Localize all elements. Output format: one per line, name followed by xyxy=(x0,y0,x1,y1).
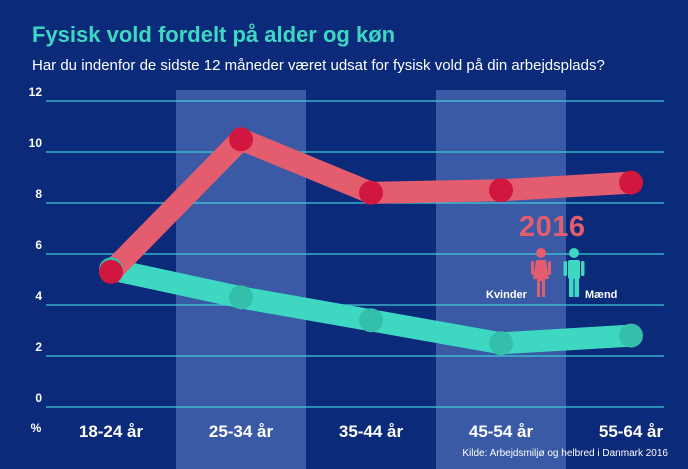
y-tick-label: 10 xyxy=(29,136,43,150)
y-tick-label: 6 xyxy=(35,238,42,252)
data-point-men xyxy=(489,331,513,356)
legend-label-women: Kvinder xyxy=(486,289,527,301)
data-point-men xyxy=(359,308,383,333)
x-tick-label: 35-44 år xyxy=(339,422,404,441)
x-tick-label: 25-34 år xyxy=(209,422,274,441)
data-point-women xyxy=(619,170,643,195)
y-tick-label: 8 xyxy=(35,187,42,201)
y-tick-label: 0 xyxy=(35,391,42,405)
data-point-women xyxy=(99,259,123,284)
man-icon xyxy=(563,248,585,297)
data-point-women xyxy=(489,178,513,203)
woman-icon xyxy=(531,248,551,297)
data-point-men xyxy=(229,285,253,310)
legend-year: 2016 xyxy=(519,211,586,243)
data-point-women xyxy=(229,127,253,152)
x-tick-label: 55-64 år xyxy=(599,422,664,441)
data-point-men xyxy=(619,323,643,348)
source-note: Kilde: Arbejdsmiljø og helbred i Danmark… xyxy=(462,448,668,459)
y-tick-label: 2 xyxy=(35,340,42,354)
y-tick-label: 12 xyxy=(29,85,43,99)
y-tick-label: 4 xyxy=(35,289,42,303)
x-tick-label: 18-24 år xyxy=(79,422,144,441)
x-tick-label: 45-54 år xyxy=(469,422,534,441)
y-axis-unit-label: % xyxy=(31,421,42,435)
chart-title: Fysisk vold fordelt på alder og køn xyxy=(32,22,396,47)
data-point-women xyxy=(359,180,383,205)
legend-label-men: Mænd xyxy=(585,289,618,301)
chart-subtitle: Har du indenfor de sidste 12 måneder vær… xyxy=(32,57,605,74)
